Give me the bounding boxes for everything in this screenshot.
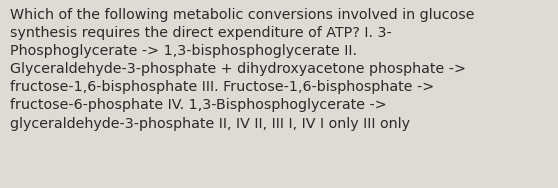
Text: Which of the following metabolic conversions involved in glucose
synthesis requi: Which of the following metabolic convers… [10,8,474,131]
